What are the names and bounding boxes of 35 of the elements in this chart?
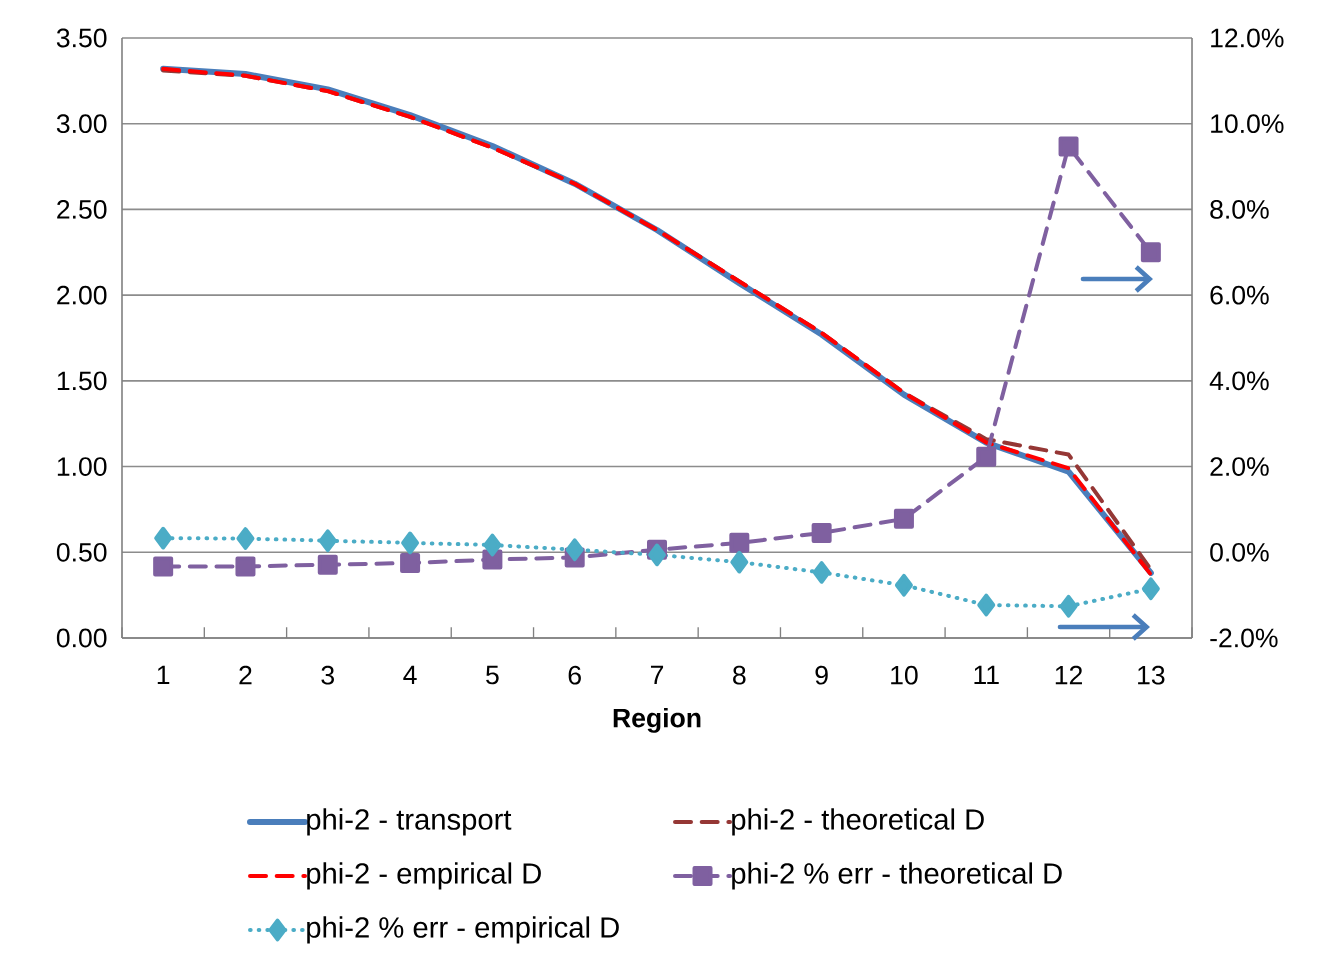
y-tick-label: 2.00 bbox=[57, 285, 107, 305]
y-tick-label: 3.50 bbox=[56, 28, 107, 48]
x-tick-label: 1 bbox=[157, 665, 170, 685]
x-tick-label: 2 bbox=[239, 665, 252, 685]
y2-tick-label: -2.0% bbox=[1210, 628, 1278, 648]
y2-tick-label: 6.0% bbox=[1210, 285, 1269, 305]
y-tick-label: 0.00 bbox=[56, 628, 107, 648]
x-tick-label: 10 bbox=[891, 665, 918, 685]
legend-label: phi-2 % err - theoretical D bbox=[732, 862, 1062, 890]
x-tick-label: 12 bbox=[1055, 665, 1082, 685]
legend-label: phi-2 - empirical D bbox=[307, 862, 541, 890]
y-tick-label: 1.50 bbox=[57, 371, 107, 391]
x-tick-label: 7 bbox=[650, 665, 664, 685]
y2-tick-label: 12.0% bbox=[1211, 28, 1284, 48]
x-tick-label: 4 bbox=[403, 665, 417, 685]
y2-tick-label: 2.0% bbox=[1210, 457, 1269, 476]
y-tick-label: 3.00 bbox=[56, 114, 107, 134]
legend-label: phi-2 % err - empirical D bbox=[307, 916, 619, 944]
x-axis-title: Region bbox=[613, 707, 701, 733]
y2-tick-label: 8.0% bbox=[1210, 200, 1269, 219]
x-tick-label: 13 bbox=[1138, 665, 1165, 685]
x-tick-label: 11 bbox=[974, 665, 999, 685]
y-tick-label: 1.00 bbox=[57, 457, 107, 476]
x-tick-label: 9 bbox=[815, 665, 828, 685]
x-tick-label: 6 bbox=[568, 665, 581, 685]
legend-label: phi-2 - transport bbox=[307, 808, 512, 836]
y2-tick-label: 4.0% bbox=[1209, 371, 1269, 391]
x-tick-label: 3 bbox=[321, 665, 334, 685]
y2-tick-label: 10.0% bbox=[1211, 114, 1284, 134]
y-tick-label: 2.50 bbox=[57, 200, 107, 219]
legend-label: phi-2 - theoretical D bbox=[732, 808, 984, 836]
x-tick-label: 5 bbox=[486, 665, 499, 685]
x-tick-label: 8 bbox=[733, 665, 746, 685]
y2-tick-label: 0.0% bbox=[1210, 542, 1269, 562]
y-tick-label: 0.50 bbox=[56, 542, 107, 562]
